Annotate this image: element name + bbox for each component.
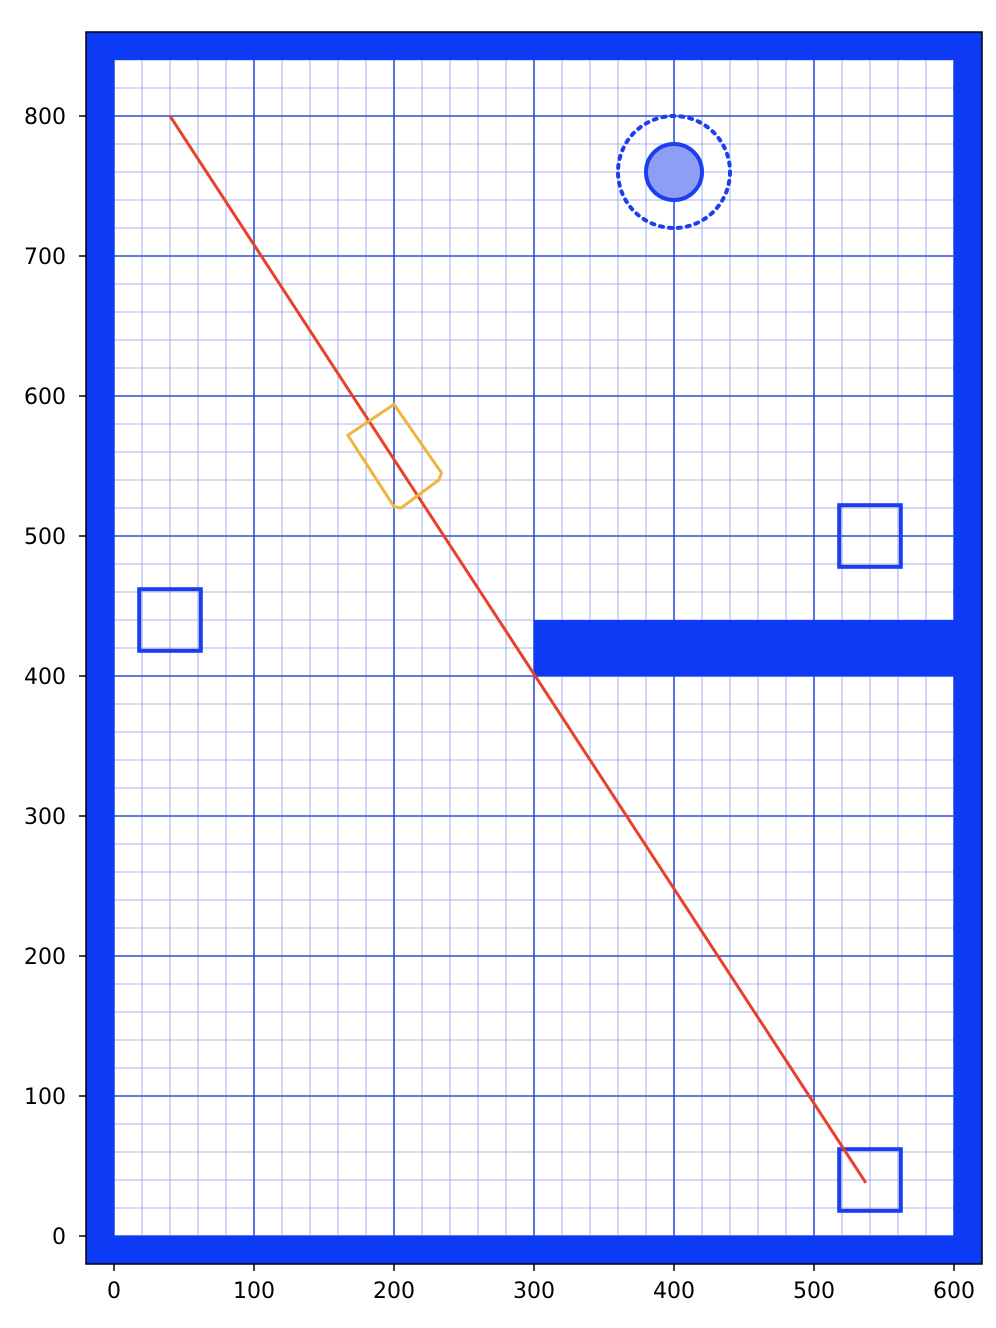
x-tick-label: 0 xyxy=(107,1279,121,1304)
wall-bottom xyxy=(86,1236,982,1264)
y-tick-label: 0 xyxy=(52,1225,66,1250)
square-left xyxy=(137,587,203,653)
y-tick-label: 700 xyxy=(24,245,66,270)
y-tick-label: 200 xyxy=(24,945,66,970)
x-tick-label: 300 xyxy=(513,1279,555,1304)
walls xyxy=(86,32,982,1264)
y-tick-label: 300 xyxy=(24,805,66,830)
wall-divider xyxy=(534,620,982,676)
y-tick-label: 400 xyxy=(24,665,66,690)
x-tick-label: 200 xyxy=(373,1279,415,1304)
y-tick-label: 100 xyxy=(24,1085,66,1110)
y-tick-label: 800 xyxy=(24,105,66,130)
x-tick-label: 100 xyxy=(233,1279,275,1304)
goal-outer-circle xyxy=(616,114,732,230)
shapes xyxy=(137,114,903,1213)
path-line xyxy=(168,115,868,1184)
goal-circle xyxy=(644,142,704,202)
square-right-mid xyxy=(837,503,903,569)
y-tick-label: 600 xyxy=(24,385,66,410)
square-bottom-right xyxy=(837,1147,903,1213)
x-tick-label: 400 xyxy=(653,1279,695,1304)
wall-left xyxy=(86,32,114,1264)
robot-polygon xyxy=(346,402,444,510)
wall-top xyxy=(86,32,982,60)
ticks: 0 100 200 300 400 500 600 0 100 200 300 400 500 600 70… xyxy=(24,105,975,1304)
x-tick-label: 600 xyxy=(933,1279,975,1304)
y-tick-label: 500 xyxy=(24,525,66,550)
x-tick-label: 500 xyxy=(793,1279,835,1304)
